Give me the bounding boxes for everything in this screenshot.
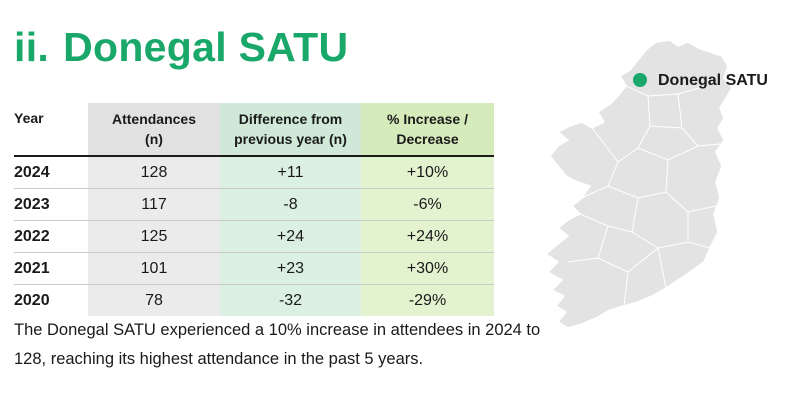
percent-cell: -29% [361, 284, 494, 316]
section-title: Donegal SATU [63, 24, 349, 70]
percent-cell: +24% [361, 220, 494, 253]
year-cell: 2023 [14, 188, 88, 221]
attendances-cell: 117 [88, 188, 220, 221]
difference-cell: +11 [220, 156, 361, 189]
table-row: 2022 125 +24 +24% [14, 220, 494, 253]
year-cell: 2020 [14, 291, 50, 309]
ireland-landmass [544, 39, 733, 329]
table-row: 2021 101 +23 +30% [14, 252, 494, 285]
map-marker-label: Donegal SATU [658, 72, 768, 89]
attendances-cell: 125 [88, 220, 220, 253]
difference-cell: +24 [220, 220, 361, 253]
attendances-cell: 78 [88, 284, 220, 316]
page-title: ii. Donegal SATU [14, 24, 348, 71]
header-attendances: Attendances (n) [88, 103, 220, 157]
percent-cell: -6% [361, 188, 494, 221]
header-difference: Difference from previous year (n) [220, 103, 361, 157]
table-row: 2023 117 -8 -6% [14, 188, 494, 221]
difference-cell: -32 [220, 284, 361, 316]
percent-cell: +10% [361, 156, 494, 189]
map-marker [633, 73, 647, 87]
table-row: 2024 128 +11 +10% [14, 156, 494, 189]
ireland-map: Donegal SATU [528, 36, 800, 366]
year-cell: 2024 [14, 156, 88, 189]
header-year: Year [14, 103, 88, 157]
attendances-cell: 101 [88, 252, 220, 285]
section-number: ii. [14, 24, 50, 70]
attendance-table: Year Attendances (n) Difference from pre… [14, 103, 494, 316]
ireland-map-graphic [544, 39, 733, 329]
difference-cell: -8 [220, 188, 361, 221]
summary-text: The Donegal SATU experienced a 10% incre… [14, 321, 541, 368]
attendances-cell: 128 [88, 156, 220, 189]
header-percent-change: % Increase / Decrease [361, 103, 494, 157]
year-cell: 2022 [14, 220, 88, 253]
table-header-row: Year Attendances (n) Difference from pre… [14, 103, 494, 157]
year-cell: 2021 [14, 252, 88, 285]
percent-cell: +30% [361, 252, 494, 285]
table-row: 2020 78 -32 -29% [14, 284, 494, 316]
difference-cell: +23 [220, 252, 361, 285]
